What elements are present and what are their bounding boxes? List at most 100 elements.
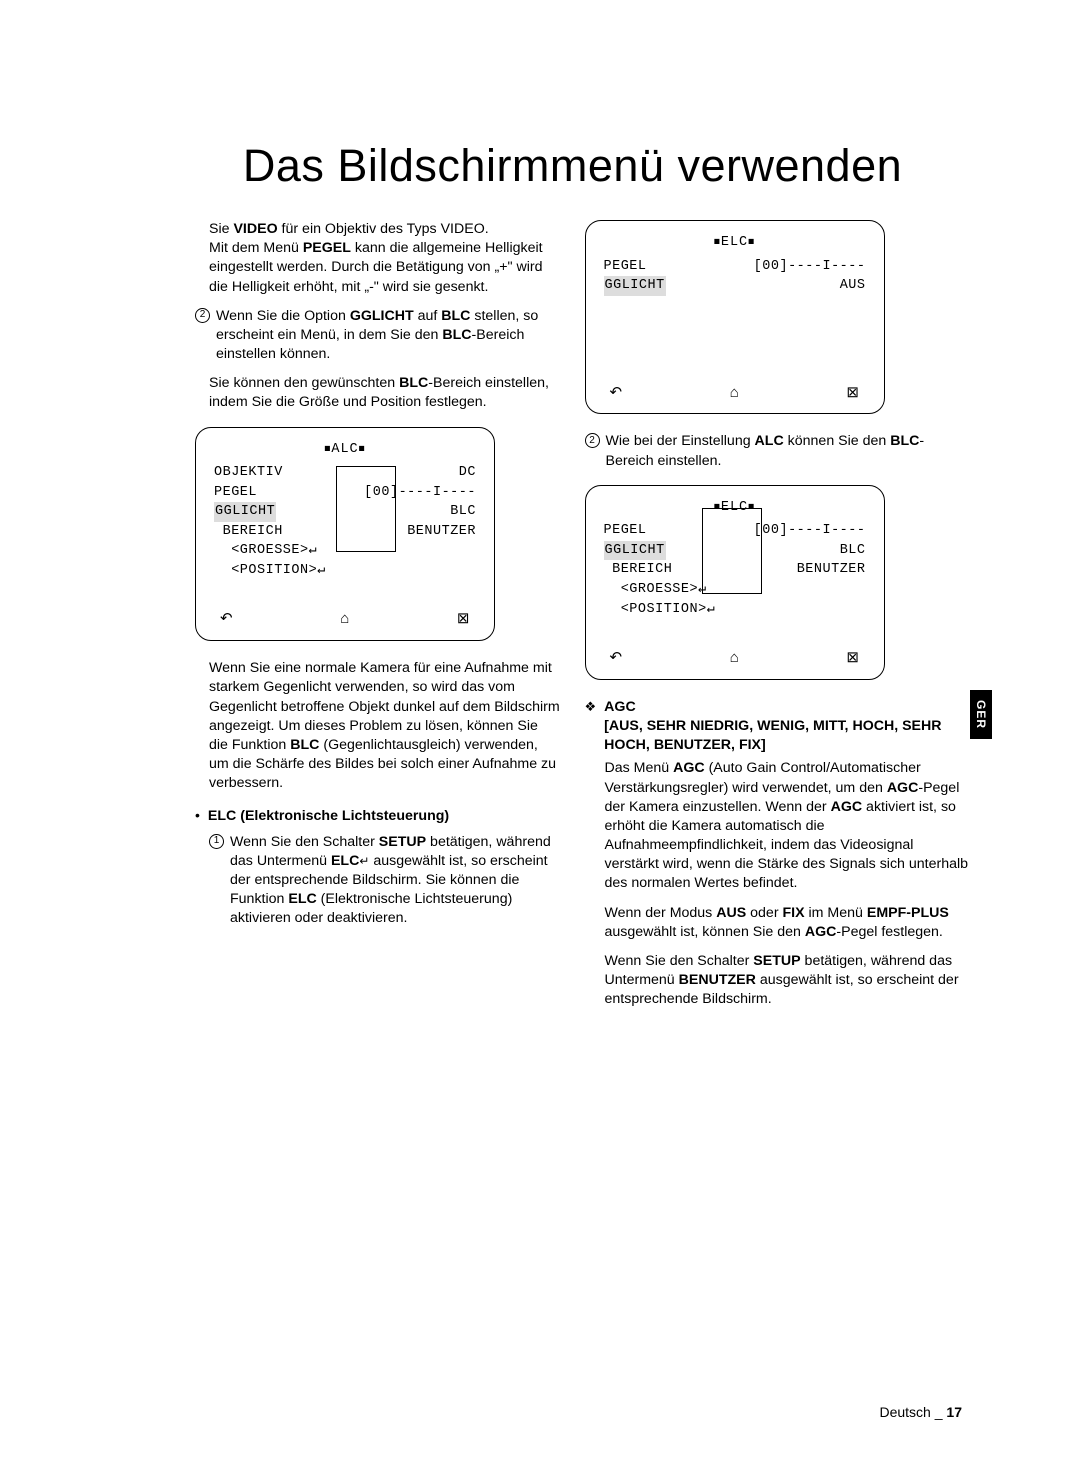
t: GGLICHT [604, 276, 666, 296]
t: BLC [290, 737, 319, 753]
back-icon: ↶ [220, 608, 233, 630]
t: Wenn Sie den Schalter [605, 953, 754, 969]
content-columns: Sie VIDEO für ein Objektiv des Typs VIDE… [175, 220, 970, 1019]
circled-1-icon: 1 [209, 834, 224, 849]
t: BENUTZER [407, 522, 476, 542]
osd-overlay-box [702, 508, 762, 594]
right-column: ◼ELC◼ PEGEL[00]----I---- GGLICHTAUS ↶ ⌂ … [585, 220, 971, 1019]
t: BLC [890, 433, 919, 449]
t: Sie [209, 221, 233, 237]
t: für ein Objektiv des Typs VIDEO. [278, 221, 489, 237]
footer-lang: Deutsch [879, 1404, 930, 1420]
t: SETUP [753, 953, 800, 969]
bullet-icon: • [195, 807, 200, 826]
t: <POSITION>↵ [214, 561, 326, 581]
t: Wenn der Modus [605, 905, 717, 921]
t: im Menü [805, 905, 867, 921]
t: ELC [721, 235, 748, 250]
t: [AUS, SEHR NIEDRIG, WENIG, MITT, HOCH, S… [604, 718, 941, 753]
t: BLC [840, 541, 866, 561]
t: FIX [782, 905, 804, 921]
t: Sie können den gewünschten [209, 375, 399, 391]
t: BEREICH [214, 522, 283, 542]
t: ALC [331, 442, 358, 457]
close-icon: ⊠ [846, 382, 859, 404]
t: Das Menü [605, 760, 674, 776]
t: AUS [840, 276, 866, 296]
t: BLC [399, 375, 428, 391]
clover-icon: ❖ [585, 698, 597, 756]
t: <GROESSE>↵ [214, 541, 317, 561]
footer-page: 17 [946, 1404, 962, 1420]
enter-icon: ↵ [359, 854, 369, 868]
t: AGC [673, 760, 705, 776]
back-icon: ↶ [610, 382, 623, 404]
t: BENUTZER [679, 972, 756, 988]
osd-elc-aus-box: ◼ELC◼ PEGEL[00]----I---- GGLICHTAUS ↶ ⌂ … [585, 220, 885, 414]
home-icon: ⌂ [730, 382, 740, 404]
t: [00]----I---- [754, 257, 866, 277]
item-2-alc: 2 Wie bei der Einstellung ALC können Sie… [585, 432, 971, 470]
para-agc-2: Wenn der Modus AUS oder FIX im Menü EMPF… [605, 904, 971, 942]
t: OBJEKTIV [214, 463, 283, 483]
t: PEGEL [604, 521, 647, 541]
t: DC [459, 463, 476, 483]
osd-elc-blc-box: ◼ELC◼ PEGEL[00]----I---- GGLICHTBENUTZER… [585, 485, 885, 680]
bullet-elc: • ELC (Elektronische Lichtsteuerung) [195, 807, 561, 826]
para-blc-bereich: Sie können den gewünschten BLC-Bereich e… [209, 374, 561, 412]
t: AGC [887, 780, 919, 796]
para-blc-explain: Wenn Sie eine normale Kamera für eine Au… [209, 659, 561, 793]
t: EMPF-PLUS [867, 905, 949, 921]
home-icon: ⌂ [340, 608, 350, 630]
t: PEGEL [214, 483, 257, 503]
para-agc-3: Wenn Sie den Schalter SETUP betätigen, w… [605, 952, 971, 1010]
home-icon: ⌂ [730, 647, 740, 669]
t: ausgewählt ist, können Sie den [605, 924, 805, 940]
osd-overlay-box [336, 466, 396, 552]
left-column: Sie VIDEO für ein Objektiv des Typs VIDE… [175, 220, 561, 1019]
t: GGLICHT [604, 541, 666, 561]
t: PEGEL [604, 257, 647, 277]
osd-alc-box: ◼ALC◼ OBJEKTIVDC PEGEL[00]----I---- GGLI… [195, 427, 495, 642]
t: <GROESSE>↵ [604, 580, 707, 600]
t: BLC [442, 327, 471, 343]
t: Wie bei der Einstellung [606, 433, 755, 449]
close-icon: ⊠ [846, 647, 859, 669]
item-1-elc: 1 Wenn Sie den Schalter SETUP betätigen,… [209, 833, 561, 929]
t: AUS [716, 905, 746, 921]
t: Wenn Sie den Schalter [230, 834, 379, 850]
t: oder [746, 905, 782, 921]
t: AGC [831, 799, 863, 815]
t: ELC [288, 891, 316, 907]
t: VIDEO [233, 221, 277, 237]
t: BLC [450, 502, 476, 522]
page-title: Das Bildschirmmenü verwenden [175, 140, 970, 192]
close-icon: ⊠ [457, 608, 470, 630]
t: ELC [331, 853, 359, 869]
t: Wenn Sie die Option [216, 308, 350, 324]
t: BEREICH [604, 560, 673, 580]
t: <POSITION>↵ [604, 600, 716, 620]
item-2-gglicht: 2 Wenn Sie die Option GGLICHT auf BLC st… [195, 307, 561, 365]
back-icon: ↶ [610, 647, 623, 669]
para-agc-1: Das Menü AGC (Auto Gain Control/Automati… [605, 759, 971, 893]
t: SETUP [379, 834, 426, 850]
t: -Pegel festlegen. [836, 924, 942, 940]
t: PEGEL [303, 240, 351, 256]
t: [00]----I---- [754, 521, 866, 541]
t: ALC [755, 433, 784, 449]
clover-agc: ❖ AGC [AUS, SEHR NIEDRIG, WENIG, MITT, H… [585, 698, 971, 756]
t: AGC [604, 699, 636, 715]
t: Mit dem Menü [209, 240, 303, 256]
t: GGLICHT [350, 308, 414, 324]
t: BLC [441, 308, 470, 324]
para-video-pegel: Sie VIDEO für ein Objektiv des Typs VIDE… [209, 220, 561, 297]
t: AGC [805, 924, 837, 940]
t: ELC (Elektronische Lichtsteuerung) [208, 807, 449, 826]
t: BENUTZER [797, 560, 866, 580]
language-tab: GER [970, 690, 992, 739]
t: GGLICHT [214, 502, 276, 522]
circled-2-icon: 2 [585, 433, 600, 448]
t: auf [414, 308, 442, 324]
osd-title: ◼ALC◼ [214, 440, 476, 460]
